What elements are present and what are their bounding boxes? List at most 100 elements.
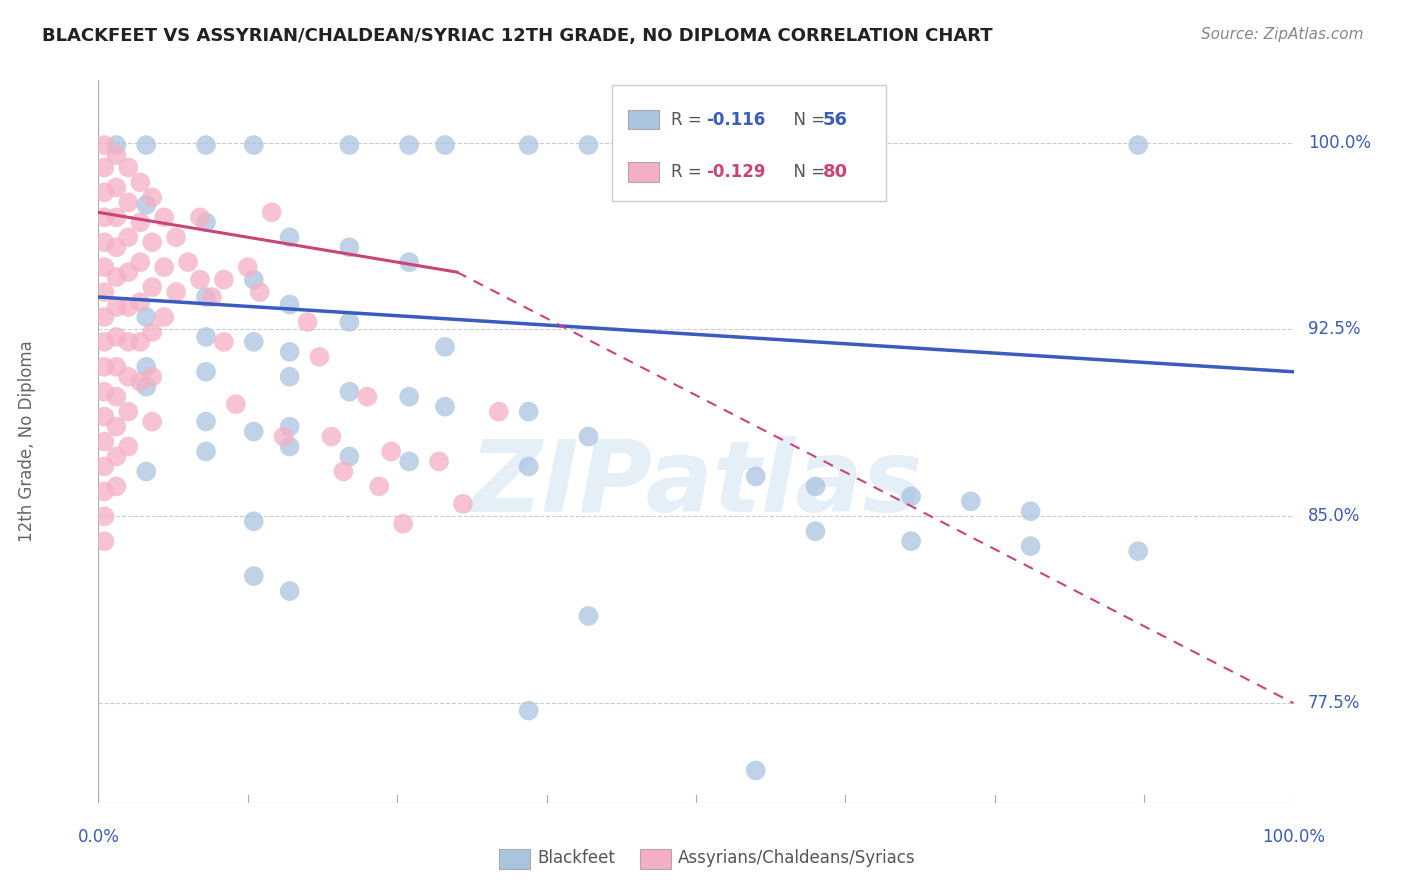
Point	[195, 444, 218, 458]
Point	[368, 479, 391, 493]
Point	[578, 138, 600, 153]
Point	[93, 434, 115, 449]
Point	[129, 295, 152, 310]
Text: N =: N =	[783, 162, 831, 181]
Point	[141, 280, 163, 294]
Point	[195, 415, 218, 429]
Point	[260, 205, 283, 219]
Text: 0.0%: 0.0%	[77, 828, 120, 846]
Text: Blackfeet: Blackfeet	[537, 849, 614, 867]
Point	[188, 272, 211, 286]
Point	[517, 404, 540, 418]
Point	[434, 138, 457, 153]
Point	[117, 334, 139, 349]
Point	[278, 230, 301, 244]
Point	[249, 285, 271, 299]
Text: -0.116: -0.116	[706, 111, 765, 128]
Point	[398, 390, 420, 404]
Point	[488, 404, 510, 418]
Point	[188, 211, 211, 225]
Point	[135, 359, 157, 374]
Point	[804, 524, 827, 539]
Point	[195, 215, 218, 229]
Point	[93, 260, 115, 274]
Point	[153, 310, 176, 324]
Point	[398, 255, 420, 269]
Point	[1128, 544, 1150, 558]
Point	[93, 459, 115, 474]
Text: BLACKFEET VS ASSYRIAN/CHALDEAN/SYRIAC 12TH GRADE, NO DIPLOMA CORRELATION CHART: BLACKFEET VS ASSYRIAN/CHALDEAN/SYRIAC 12…	[42, 27, 993, 45]
Text: 77.5%: 77.5%	[1308, 694, 1360, 712]
Point	[517, 704, 540, 718]
Text: 12th Grade, No Diploma: 12th Grade, No Diploma	[18, 341, 35, 542]
Text: ZIPatlas: ZIPatlas	[470, 436, 922, 533]
Point	[578, 609, 600, 624]
Point	[278, 297, 301, 311]
Point	[93, 186, 115, 200]
Point	[117, 440, 139, 454]
Text: 92.5%: 92.5%	[1308, 320, 1361, 338]
Point	[356, 390, 378, 404]
Point	[745, 764, 768, 778]
Point	[105, 359, 128, 374]
Point	[243, 425, 266, 439]
Point	[1019, 539, 1042, 553]
Point	[105, 240, 128, 254]
Point	[195, 330, 218, 344]
Point	[93, 138, 115, 153]
Point	[236, 260, 259, 274]
Text: R =: R =	[671, 111, 707, 128]
Point	[278, 440, 301, 454]
Point	[339, 450, 361, 464]
Point	[105, 180, 128, 194]
Point	[427, 454, 450, 468]
Point	[1128, 138, 1150, 153]
Point	[225, 397, 247, 411]
Text: 100.0%: 100.0%	[1308, 134, 1371, 152]
Point	[900, 534, 922, 549]
Text: N =: N =	[783, 111, 831, 128]
Text: -0.129: -0.129	[706, 162, 765, 181]
Point	[129, 334, 152, 349]
Point	[141, 235, 163, 250]
Point	[195, 138, 218, 153]
Point	[117, 369, 139, 384]
Point	[105, 479, 128, 493]
Point	[297, 315, 319, 329]
Point	[339, 384, 361, 399]
Point	[380, 444, 402, 458]
Point	[105, 450, 128, 464]
Point	[117, 230, 139, 244]
Point	[105, 419, 128, 434]
Point	[212, 334, 235, 349]
Point	[93, 235, 115, 250]
Point	[135, 198, 157, 212]
Point	[135, 465, 157, 479]
Point	[129, 375, 152, 389]
Point	[165, 230, 187, 244]
Point	[141, 190, 163, 204]
Point	[960, 494, 983, 508]
Point	[117, 404, 139, 418]
Point	[745, 469, 768, 483]
Point	[93, 534, 115, 549]
Point	[135, 310, 157, 324]
Point	[141, 415, 163, 429]
Point	[93, 509, 115, 524]
Text: 80: 80	[823, 162, 848, 181]
Point	[201, 290, 224, 304]
Point	[398, 138, 420, 153]
Point	[517, 138, 540, 153]
Point	[243, 272, 266, 286]
Point	[165, 285, 187, 299]
Point	[93, 334, 115, 349]
Point	[1019, 504, 1042, 518]
Point	[105, 390, 128, 404]
Point	[93, 384, 115, 399]
Point	[105, 330, 128, 344]
Point	[243, 138, 266, 153]
Point	[105, 300, 128, 314]
Point	[451, 497, 474, 511]
Point	[434, 340, 457, 354]
Point	[141, 325, 163, 339]
